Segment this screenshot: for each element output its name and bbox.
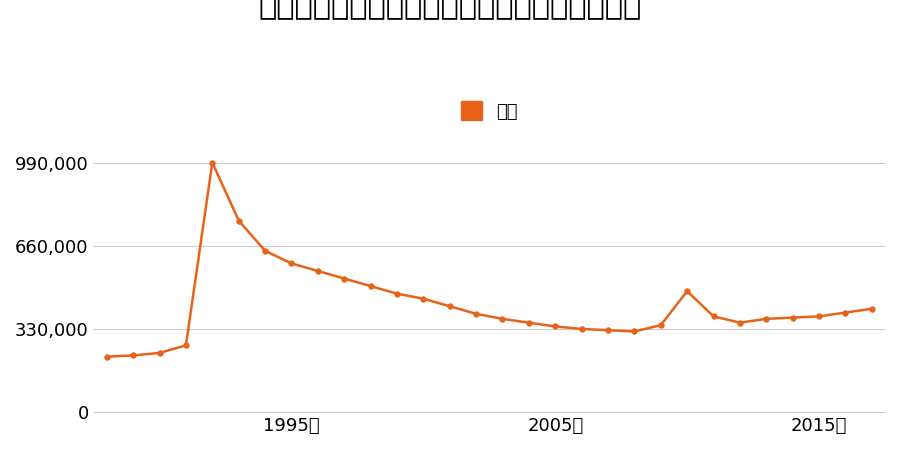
Text: 東京都板橋区高島平８丁目１５番２の地価推移: 東京都板橋区高島平８丁目１５番２の地価推移 bbox=[258, 0, 642, 20]
Legend: 価格: 価格 bbox=[454, 94, 526, 128]
